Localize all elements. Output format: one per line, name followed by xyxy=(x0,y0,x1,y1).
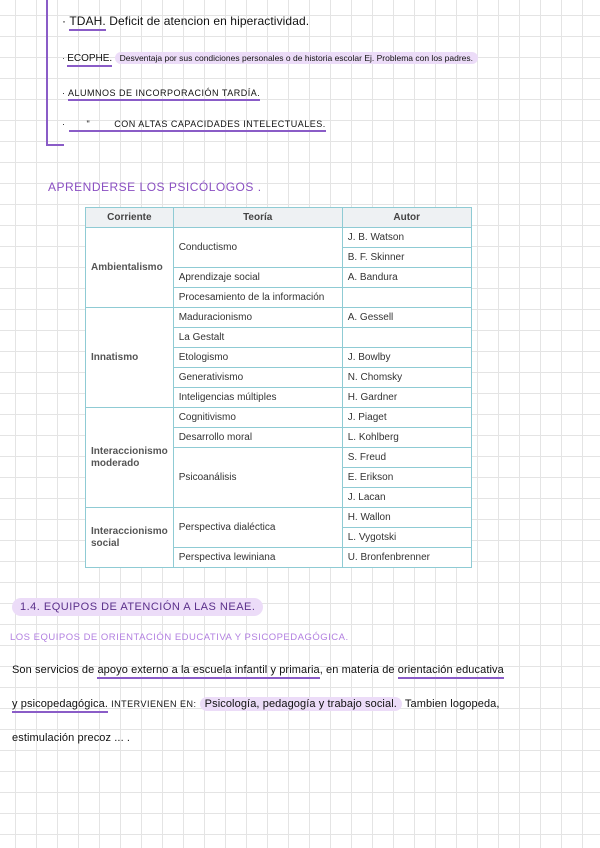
cell-autor: E. Erikson xyxy=(341,467,472,488)
table-row: Procesamiento de la información xyxy=(86,287,472,308)
cell-autor: N. Chomsky xyxy=(341,367,472,388)
cell-teoria: Conductismo xyxy=(172,227,343,268)
cell-teoria: Perspectiva dialéctica xyxy=(172,507,343,548)
note-ecophe: · ECOPHE. Desventaja por sus condiciones… xyxy=(62,52,479,67)
table-row: Psicoanálisis S. Freud xyxy=(86,447,472,508)
cell-autor: A. Gessell xyxy=(341,307,472,328)
cell-corriente: Ambientalismo xyxy=(85,227,174,308)
term-tdah: TDAH. xyxy=(69,14,106,31)
cell-teoria: Etologismo xyxy=(172,347,343,368)
note-tdah: · TDAH. Deficit de atencion en hiperacti… xyxy=(62,14,310,31)
cell-teoria: Cognitivismo xyxy=(172,407,343,428)
cell-autor: U. Bronfenbrenner xyxy=(341,547,472,568)
table-row: Inteligencias múltiples H. Gardner xyxy=(86,387,472,408)
text: INTERVIENEN EN: xyxy=(111,699,197,709)
paragraph-line-3: estimulación precoz ... . xyxy=(12,732,131,744)
cell-autor xyxy=(341,287,472,308)
text: , en materia de xyxy=(319,664,395,676)
note-text: Alumnos de incorporación Tardía. xyxy=(68,88,261,101)
table-row: Interaccionismo social Perspectiva dialéc… xyxy=(85,507,472,568)
cell-teoria: Perspectiva lewiniana xyxy=(172,547,343,568)
cell-autor: J. Bowlby xyxy=(341,347,472,368)
heading-equipos: 1.4. Equipos de atención a las NEAE. xyxy=(12,598,264,616)
psychology-table: Corriente Teoría Autor Ambientalismo Cond… xyxy=(85,207,472,568)
text: Tambien logopeda, xyxy=(404,698,500,710)
cell-autor: L. Kohlberg xyxy=(341,427,472,448)
note-text-highlight: Desventaja por sus condiciones personale… xyxy=(114,52,479,64)
cell-corriente: Interaccionismo moderado xyxy=(85,407,174,508)
cell-autor: B. F. Skinner xyxy=(341,247,472,268)
table-row: Perspectiva lewiniana U. Bronfenbrenner xyxy=(86,547,472,568)
cell-autor: J. B. Watson xyxy=(341,227,472,248)
table-row: Etologismo J. Bowlby xyxy=(86,347,472,368)
text: Son servicios de xyxy=(12,664,95,676)
underlined-text: y psicopedagógica. xyxy=(12,698,108,713)
cell-teoria: Generativismo xyxy=(172,367,343,388)
ditto-mark: " xyxy=(86,119,91,129)
cell-autor: H. Wallon xyxy=(341,507,472,528)
cell-teoria: Maduracionismo xyxy=(172,307,343,328)
header-teoria: Teoría xyxy=(172,207,343,228)
cell-teoria: Procesamiento de la información xyxy=(172,287,343,308)
note-text: Deficit de atencion en hiperactividad. xyxy=(109,14,310,28)
note-text: Con altas capacidades intelectuales. xyxy=(114,119,326,129)
section-title: Aprenderse los psicólogos . xyxy=(48,180,262,194)
margin-bracket-foot xyxy=(46,144,64,146)
underlined-text: apoyo externo a la escuela infantil y pr… xyxy=(97,664,320,679)
term-ecophe: ECOPHE. xyxy=(67,53,113,67)
margin-bracket xyxy=(46,0,48,146)
cell-teoria: Aprendizaje social xyxy=(172,267,343,288)
cell-teoria: Inteligencias múltiples xyxy=(172,387,343,408)
table-row: Ambientalismo Conductismo J. B. Watson xyxy=(85,227,472,308)
cell-teoria: Psicoanálisis xyxy=(172,447,343,508)
table-row: La Gestalt xyxy=(86,327,472,348)
subheading-eoep: Los equipos de orientación educativa y p… xyxy=(10,632,349,643)
note-incorporacion: · Alumnos de incorporación Tardía. xyxy=(62,88,261,101)
cell-autor: H. Gardner xyxy=(341,387,472,408)
cell-autor: J. Lacan xyxy=(341,487,472,508)
cell-teoria: Desarrollo moral xyxy=(172,427,343,448)
table-row: Interaccionismo moderado Cognitivismo J. P… xyxy=(85,407,472,508)
paragraph-line-2: y psicopedagógica. INTERVIENEN EN: Psico… xyxy=(12,697,500,713)
cell-autor: A. Bandura xyxy=(341,267,472,288)
cell-autor: J. Piaget xyxy=(341,407,472,428)
cell-autor xyxy=(341,327,472,348)
header-autor: Autor xyxy=(341,207,472,228)
note-altas-capacidades: · " Con altas capacidades intelectuales. xyxy=(62,119,326,132)
cell-corriente: Innatismo xyxy=(85,307,174,408)
underlined-text: orientación educativa xyxy=(397,664,504,679)
cell-autor: S. Freud xyxy=(341,447,472,468)
table-row: Innatismo Maduracionismo A. Gessell xyxy=(85,307,472,408)
cell-corriente: Interaccionismo social xyxy=(85,507,174,568)
paragraph-line-1: Son servicios de apoyo externo a la escu… xyxy=(12,664,504,679)
table-row: Aprendizaje social A. Bandura xyxy=(86,267,472,288)
header-corriente: Corriente xyxy=(85,207,174,228)
cell-autor: L. Vygotski xyxy=(341,527,472,548)
highlighted-text: Psicología, pedagogía y trabajo social. xyxy=(199,697,402,711)
cell-teoria: La Gestalt xyxy=(172,327,343,348)
